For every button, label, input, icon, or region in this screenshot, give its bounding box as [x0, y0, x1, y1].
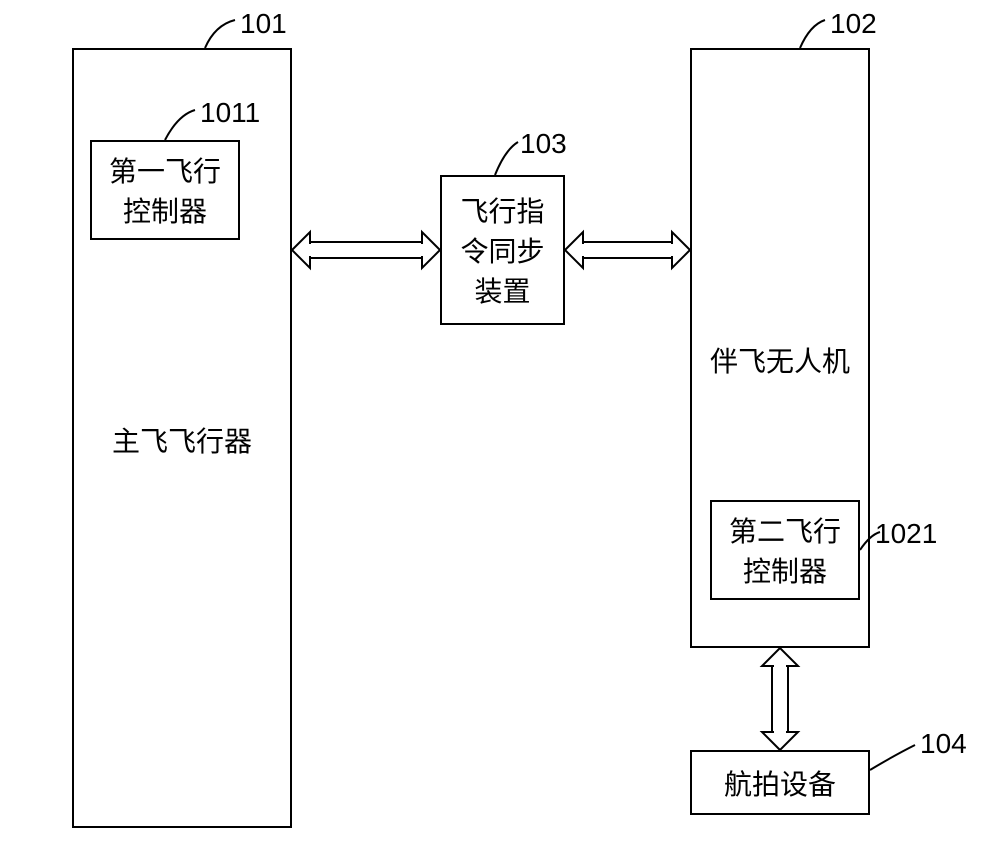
controller2-label-line2: 控制器 — [743, 550, 827, 590]
controller1-label-line2: 控制器 — [123, 190, 207, 230]
controller1-box: 第一飞行 控制器 — [90, 140, 240, 240]
sync-device-label-line1: 飞行指 — [460, 190, 544, 230]
main-aircraft-label: 主飞飞行器 — [74, 420, 290, 460]
aerial-camera-label: 航拍设备 — [724, 763, 836, 803]
callout-103: 103 — [520, 128, 567, 160]
sync-device-label-line2: 令同步 — [460, 230, 544, 270]
callout-101: 101 — [240, 8, 287, 40]
sync-device-box: 飞行指 令同步 装置 — [440, 175, 565, 325]
controller2-label-line1: 第二飞行 — [729, 510, 841, 550]
arrow-left — [292, 232, 440, 268]
sync-device-label-line3: 装置 — [474, 270, 530, 310]
callout-1021: 1021 — [875, 518, 937, 550]
callout-102: 102 — [830, 8, 877, 40]
arrow-vertical — [762, 648, 798, 750]
controller1-label-line1: 第一飞行 — [109, 150, 221, 190]
controller2-box: 第二飞行 控制器 — [710, 500, 860, 600]
arrow-right — [565, 232, 690, 268]
companion-drone-label: 伴飞无人机 — [692, 340, 868, 380]
callout-104: 104 — [920, 728, 967, 760]
aerial-camera-box: 航拍设备 — [690, 750, 870, 815]
callout-1011: 1011 — [200, 97, 260, 129]
